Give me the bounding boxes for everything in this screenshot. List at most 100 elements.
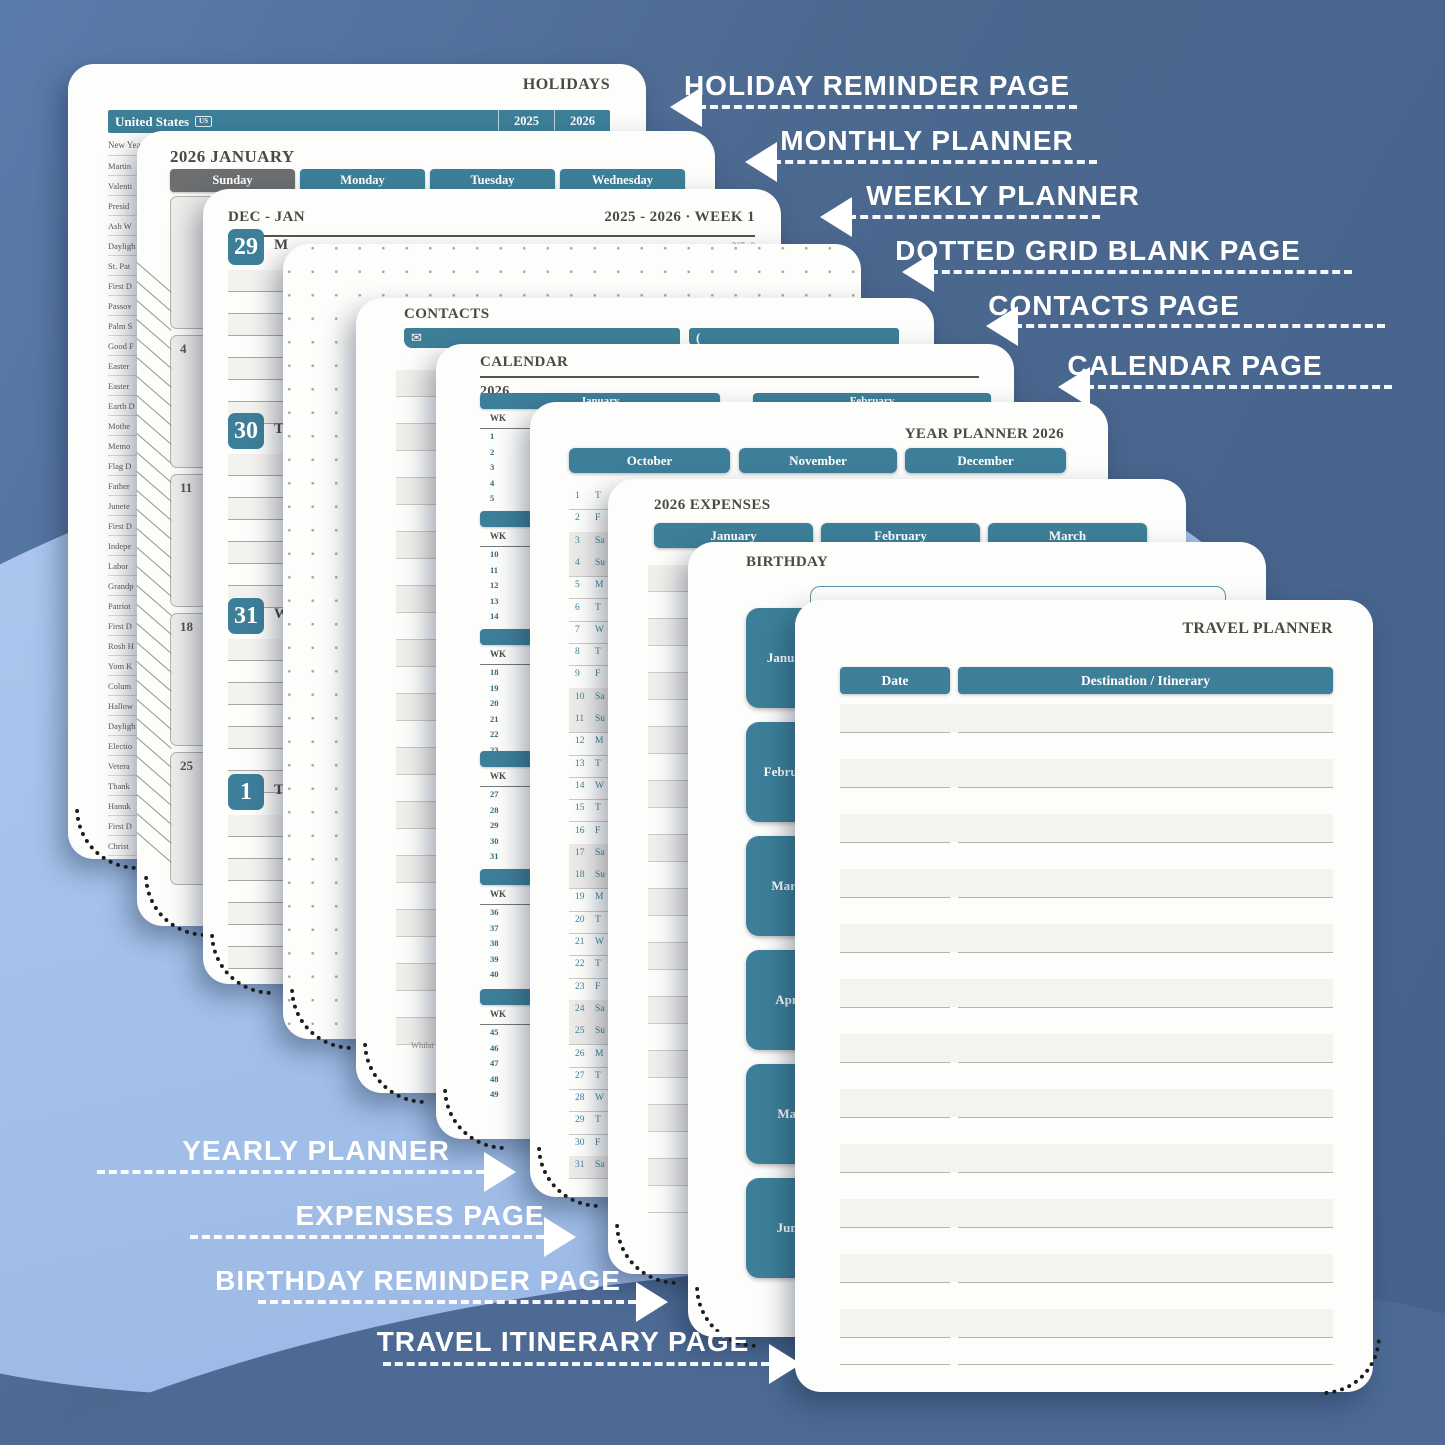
holiday-name: Thank: [108, 780, 130, 791]
holiday-name: Valenti: [108, 180, 133, 191]
week-number: 46: [490, 1042, 499, 1053]
day-number: 15: [575, 803, 585, 814]
phone-icon: (: [696, 330, 701, 345]
day-letter: M: [595, 580, 604, 591]
email-column-header[interactable]: ✉: [404, 328, 680, 348]
phone-column-header[interactable]: (: [689, 328, 899, 348]
date-cell: [840, 1117, 950, 1145]
year-month-header-december[interactable]: December: [905, 448, 1066, 473]
callout-label: WEEKLY PLANNER: [866, 180, 1140, 211]
callout-label: CONTACTS PAGE: [988, 290, 1240, 321]
day-number: 4: [575, 557, 580, 568]
day-letter: T: [274, 782, 285, 798]
year-month-header-november[interactable]: November: [739, 448, 897, 473]
holiday-name: Vetera: [108, 760, 130, 771]
week-number: 36: [490, 907, 499, 917]
day-number: 9: [575, 669, 580, 680]
day-number: 20: [575, 914, 585, 925]
itinerary-row: [840, 704, 1333, 733]
callout-arrow-icon: [820, 197, 852, 237]
page-title: BIRTHDAY: [746, 554, 829, 570]
itinerary-row: [840, 787, 1333, 815]
week-number: 5: [490, 493, 495, 503]
page-title: YEAR PLANNER 2026: [904, 426, 1064, 442]
callout-dashed-line: [698, 105, 1077, 109]
itinerary-row: [840, 1254, 1333, 1283]
week-number: 14: [490, 611, 499, 621]
week-number: 2: [490, 446, 495, 457]
callout-label: TRAVEL ITINERARY PAGE: [376, 1326, 750, 1357]
itinerary-row: [840, 1062, 1333, 1090]
weekday-header-monday[interactable]: Monday: [300, 169, 425, 192]
day-letter: M: [274, 237, 289, 253]
week-row: 36: [480, 907, 720, 923]
week-number: 10: [490, 549, 499, 559]
day-number: 21: [575, 937, 585, 947]
holiday-name: Martin: [108, 160, 132, 171]
day-number: 25: [180, 758, 193, 773]
year-month-header-october[interactable]: October: [569, 448, 730, 473]
callout-dashed-line: [190, 1235, 544, 1239]
day-number: 3: [575, 535, 580, 546]
itinerary-row: [840, 732, 1333, 760]
callout-arrow-icon: [636, 1282, 668, 1322]
destination-column-header[interactable]: Destination / Itinerary: [958, 667, 1333, 694]
itinerary-row: [840, 1117, 1333, 1145]
week-number: 39: [490, 953, 499, 964]
day-letter: T: [595, 1115, 601, 1126]
itinerary-row: [840, 1089, 1333, 1118]
destination-cell: [958, 1117, 1333, 1145]
weekday-header-tuesday[interactable]: Tuesday: [430, 169, 555, 192]
holiday-name: Good F: [108, 340, 134, 351]
date-cell: [840, 952, 950, 980]
holiday-name: Yom K: [108, 660, 133, 671]
week-number: 47: [490, 1058, 499, 1068]
date-cell: [840, 732, 950, 760]
day-letter: W: [595, 937, 604, 947]
day-letter: Sa: [595, 535, 605, 546]
holiday-name: Memo: [108, 440, 131, 451]
itinerary-row: [840, 1144, 1333, 1173]
day-letter: T: [595, 602, 601, 613]
date-column-header[interactable]: Date: [840, 667, 950, 694]
week-column-header: WK: [490, 413, 507, 423]
callout-arrow-icon: [745, 142, 777, 182]
holiday-name: Dayligh: [108, 720, 136, 731]
week-date-range: DEC - JAN: [228, 209, 305, 225]
holiday-name: St. Pat: [108, 260, 131, 271]
date-cell: [840, 924, 950, 953]
weekday-header-wednesday[interactable]: Wednesday: [560, 169, 685, 192]
destination-cell: [958, 759, 1333, 788]
day-number: 22: [575, 959, 585, 970]
destination-cell: [958, 952, 1333, 980]
day-letter: Sa: [595, 1160, 605, 1170]
holiday-name: Colum: [108, 680, 132, 691]
holiday-name: Grandp: [108, 580, 134, 591]
destination-cell: [958, 897, 1333, 925]
itinerary-row: [840, 1007, 1333, 1035]
envelope-icon: ✉: [411, 330, 422, 345]
itinerary-row: [840, 1227, 1333, 1255]
country-header-bar[interactable]: United States US 2025 2026: [108, 110, 610, 133]
day-letter: F: [595, 513, 601, 524]
date-cell: [840, 979, 950, 1008]
destination-cell: [958, 1254, 1333, 1283]
destination-cell: [958, 704, 1333, 733]
week-number: 3: [490, 462, 495, 472]
weekday-header-sunday[interactable]: Sunday: [170, 169, 295, 192]
date-cell: [840, 1144, 950, 1173]
callout-dashed-line: [1086, 385, 1392, 389]
day-number: 2: [575, 513, 580, 524]
day-number: 8: [575, 647, 580, 658]
week-row: 18: [480, 667, 720, 683]
week-number: 40: [490, 969, 499, 979]
destination-cell: [958, 1007, 1333, 1035]
day-letter: Sa: [595, 1003, 605, 1014]
page-title: 2026 JANUARY: [170, 147, 295, 166]
holiday-name: Dayligh: [108, 240, 136, 251]
week-number: 12: [490, 580, 499, 590]
callout-dashed-line: [848, 215, 1100, 219]
itinerary-row: [840, 979, 1333, 1008]
day-letter: F: [595, 825, 601, 836]
callout-dashed-line: [97, 1170, 484, 1174]
